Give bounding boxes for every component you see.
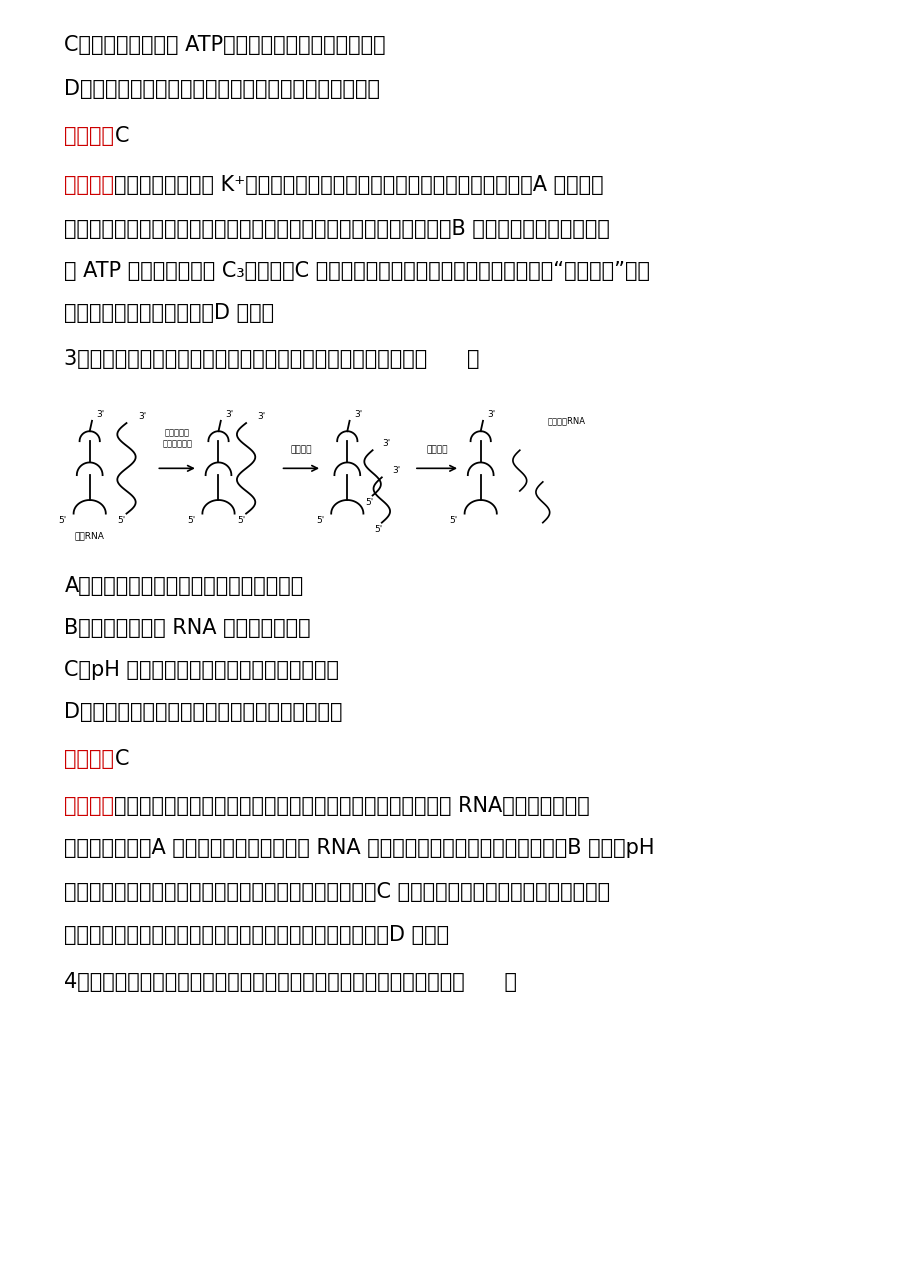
Text: 尔基体在植物细胞中与细胞壁的形成有关，而在动物细胞中无此功能，B 正确；叶绿体光反应产生: 尔基体在植物细胞中与细胞壁的形成有关，而在动物细胞中无此功能，B 正确；叶绿体光… (64, 219, 609, 240)
Text: 5': 5' (316, 516, 323, 525)
Text: 底物断裂: 底物断裂 (290, 446, 312, 455)
Text: C: C (114, 749, 129, 769)
Text: 3': 3' (96, 409, 105, 419)
Text: 新裂解的RNA: 新裂解的RNA (547, 417, 584, 426)
Text: 3': 3' (382, 440, 391, 448)
Text: 影响酶的空间结构从而影响酶活性，进而影响催化效率，C 正确；酶的专一性是指一种酶只能催化: 影响酶的空间结构从而影响酶活性，进而影响催化效率，C 正确；酶的专一性是指一种酶… (64, 882, 610, 902)
Text: 底物RNA: 底物RNA (74, 531, 105, 540)
Text: D．溶酶体内含多种水解酶，具有消化细胞器碎片的功能: D．溶酶体内含多种水解酶，具有消化细胞器碎片的功能 (64, 79, 380, 99)
Text: B．该酶提供底物 RNA 活化所需的能量: B．该酶提供底物 RNA 活化所需的能量 (64, 618, 311, 638)
Text: 5': 5' (187, 516, 195, 525)
Text: 分解衰老和损伤的细胞器，D 正确。: 分解衰老和损伤的细胞器，D 正确。 (64, 303, 274, 324)
Text: 小肠上皮细胞吸收 K⁺为主动运输，抑制线粒体的功能，会影响能量供应，A 正确；高: 小肠上皮细胞吸收 K⁺为主动运输，抑制线粒体的功能，会影响能量供应，A 正确；高 (114, 175, 604, 195)
Text: 3': 3' (391, 466, 400, 475)
Text: 5': 5' (237, 516, 245, 525)
Text: 5': 5' (59, 516, 67, 525)
Text: D．该酶与底物间碱基配对方式体现了酶的专一性: D．该酶与底物间碱基配对方式体现了酶的专一性 (64, 702, 343, 722)
Text: C．pH 影响该酶的空间结构从而影响催化效率: C．pH 影响该酶的空间结构从而影响催化效率 (64, 660, 339, 680)
Text: 图示酶可以与底物之间发生碱基互补配对，该酶的化学本质是 RNA，基本组成单位: 图示酶可以与底物之间发生碱基互补配对，该酶的化学本质是 RNA，基本组成单位 (114, 796, 589, 817)
Text: 是核糖核苷酸，A 错误；酶的作用降低底物 RNA 活化所需的能量，而不是提供能量，B 错误；pH: 是核糖核苷酸，A 错误；酶的作用降低底物 RNA 活化所需的能量，而不是提供能量… (64, 838, 654, 859)
Text: 【答案】: 【答案】 (64, 126, 114, 147)
Text: 底物释放: 底物释放 (425, 446, 448, 455)
Text: 【答案】: 【答案】 (64, 749, 114, 769)
Text: 3': 3' (225, 409, 233, 419)
Text: 5': 5' (365, 498, 372, 507)
Text: 5': 5' (374, 525, 381, 534)
Text: 3': 3' (487, 409, 495, 419)
Text: 5': 5' (449, 516, 457, 525)
Text: 4．如图是植物根尖细胞中发生的某生理活动，下列相关说法正确的是（      ）: 4．如图是植物根尖细胞中发生的某生理活动，下列相关说法正确的是（ ） (64, 972, 516, 992)
Text: C: C (114, 126, 129, 147)
Text: 3': 3' (354, 409, 362, 419)
Text: A．该酶的基本组成单位是脱氧核糖核苷酸: A．该酶的基本组成单位是脱氧核糖核苷酸 (64, 576, 303, 596)
Text: 酶和底物间
碱基互补配对: 酶和底物间 碱基互补配对 (162, 428, 192, 448)
Text: 3': 3' (138, 412, 146, 420)
Text: 【解析】: 【解析】 (64, 175, 114, 195)
Text: 3．下图是某酶的作用模式图。以下对该模型的叙述，正确的是（      ）: 3．下图是某酶的作用模式图。以下对该模型的叙述，正确的是（ ） (64, 349, 480, 369)
Text: 一种或一类反应，不是体现在酶与底物间碱基配对方式上，D 错误。: 一种或一类反应，不是体现在酶与底物间碱基配对方式上，D 错误。 (64, 925, 449, 945)
Text: 【解析】: 【解析】 (64, 796, 114, 817)
Text: 5': 5' (118, 516, 126, 525)
Text: C．叶绿体中产生的 ATP，可用于植物的各项生命活动: C．叶绿体中产生的 ATP，可用于植物的各项生命活动 (64, 34, 386, 55)
Text: 的 ATP 只能用于暗反应 C₃的还原，C 错误；溶酶体内含多种水解酶，是细胞内的“消化车间”，能: 的 ATP 只能用于暗反应 C₃的还原，C 错误；溶酶体内含多种水解酶，是细胞内… (64, 261, 650, 282)
Text: 3': 3' (257, 412, 266, 420)
